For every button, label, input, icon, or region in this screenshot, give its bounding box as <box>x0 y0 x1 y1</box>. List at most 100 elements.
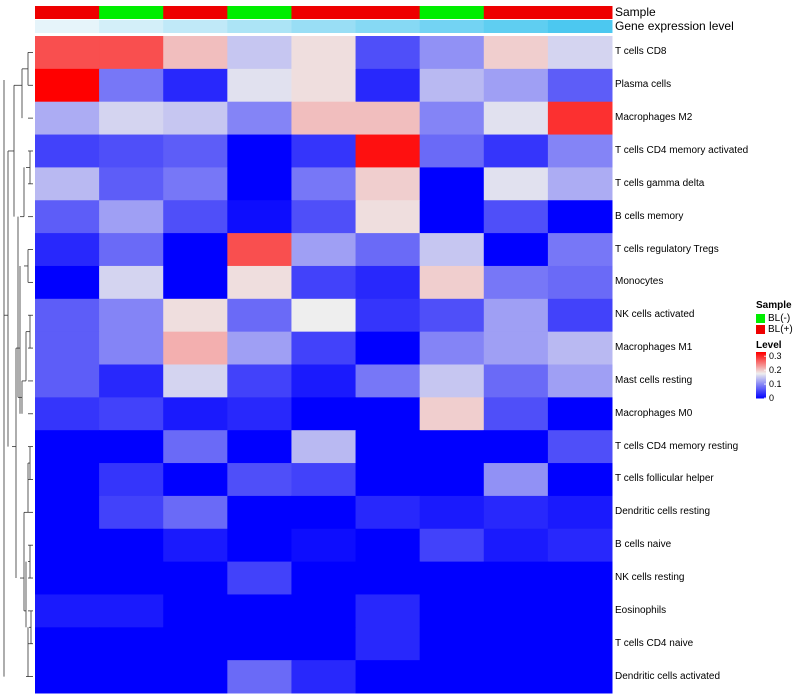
row-label: T cells CD4 memory resting <box>615 440 739 452</box>
heatmap-cell-7-7 <box>483 265 549 300</box>
sample-annotation-cell-2 <box>163 6 228 19</box>
expression-annotation-cell-0 <box>35 20 100 33</box>
colorbar-segment <box>756 381 766 384</box>
heatmap-cell-10-3 <box>227 364 292 398</box>
colorbar-segment <box>756 373 766 376</box>
heatmap-cell-8-6 <box>419 298 485 333</box>
sample-legend-entry-neg: BL(-) <box>756 313 793 324</box>
heatmap-cell-1-6 <box>419 68 485 103</box>
sample-annotation-bar <box>35 6 613 20</box>
heatmap-cell-13-6 <box>419 463 485 497</box>
heatmap-cell-0-6 <box>419 36 485 70</box>
heatmap-cell-17-4 <box>291 594 357 628</box>
heatmap-cell-5-6 <box>419 200 485 234</box>
heatmap-cell-5-7 <box>483 200 549 234</box>
heatmap-cell-4-7 <box>483 167 549 201</box>
heatmap-cell-15-5 <box>355 528 421 563</box>
heatmap-cell-19-3 <box>227 660 292 694</box>
heatmap-cell-17-6 <box>419 594 485 628</box>
heatmap-cell-9-5 <box>355 331 421 365</box>
heatmap-cell-12-5 <box>355 430 421 464</box>
heatmap-cell-9-7 <box>483 331 549 365</box>
heatmap-cell-8-0 <box>35 298 100 333</box>
colorbar-segment <box>756 391 766 393</box>
heatmap-cell-1-1 <box>99 68 164 103</box>
heatmap-cell-9-3 <box>227 331 292 365</box>
heatmap-cell-15-1 <box>99 528 164 563</box>
heatmap-cell-15-7 <box>483 528 549 563</box>
heatmap-cell-5-3 <box>227 200 292 234</box>
heatmap-cell-8-2 <box>163 298 228 333</box>
heatmap-cell-7-3 <box>227 265 292 300</box>
heatmap-cell-11-0 <box>35 397 100 431</box>
heatmap-cell-14-8 <box>547 495 613 530</box>
row-label: T cells CD4 memory activated <box>615 144 749 156</box>
colorbar-segment <box>756 394 766 397</box>
colorbar-segment <box>756 393 766 396</box>
heatmap-cell-7-6 <box>419 265 485 300</box>
heatmap-cell-19-4 <box>291 660 357 694</box>
heatmap-cell-2-2 <box>163 101 228 136</box>
heatmap-cell-8-8 <box>547 298 613 333</box>
colorbar-segment <box>756 358 766 361</box>
heatmap-cell-3-3 <box>227 134 292 168</box>
expression-annotation-cell-7 <box>483 20 549 33</box>
level-legend-title: Level <box>756 340 782 351</box>
heatmap-cell-11-6 <box>419 397 485 431</box>
heatmap-cell-8-3 <box>227 298 292 333</box>
colorbar-segment <box>756 383 766 385</box>
heatmap-cell-7-8 <box>547 265 613 300</box>
heatmap-cell-14-1 <box>99 495 164 530</box>
heatmap-cell-13-8 <box>547 463 613 497</box>
heatmap-cell-2-0 <box>35 101 100 136</box>
heatmap-cell-10-7 <box>483 364 549 398</box>
colorbar-segment <box>756 354 766 356</box>
colorbar-segment <box>756 395 766 398</box>
heatmap-cell-14-7 <box>483 495 549 530</box>
heatmap-cell-9-6 <box>419 331 485 365</box>
heatmap-cell-15-0 <box>35 528 100 563</box>
heatmap-cell-12-0 <box>35 430 100 464</box>
heatmap-cell-19-1 <box>99 660 164 694</box>
sample-annotation-cell-5 <box>355 6 421 19</box>
heatmap-cell-0-2 <box>163 36 228 70</box>
row-label: T cells CD8 <box>615 46 667 58</box>
expression-annotation-title: Gene expression level <box>615 19 734 33</box>
level-legend: Level <box>756 340 782 351</box>
heatmap-cell-18-0 <box>35 627 100 661</box>
colorbar-segment <box>756 368 766 370</box>
heatmap-cell-10-1 <box>99 364 164 398</box>
heatmap-cell-3-5 <box>355 134 421 168</box>
sample-annotation-cell-7 <box>483 6 549 19</box>
heatmap-cell-12-8 <box>547 430 613 464</box>
colorbar-segment <box>756 377 766 379</box>
heatmap-cell-0-7 <box>483 36 549 70</box>
heatmap-cell-1-0 <box>35 68 100 103</box>
colorbar-segment <box>756 376 766 378</box>
colorbar-segment <box>756 365 766 368</box>
heatmap-cell-19-8 <box>547 660 613 694</box>
heatmap-cell-15-4 <box>291 528 357 563</box>
sample-annotation-cell-3 <box>227 6 292 19</box>
heatmap-cell-14-4 <box>291 495 357 530</box>
heatmap-cell-18-5 <box>355 627 421 661</box>
heatmap-cell-15-6 <box>419 528 485 563</box>
heatmap-cell-16-5 <box>355 561 421 595</box>
row-label: Dendritic cells resting <box>615 506 711 518</box>
heatmap-cell-17-3 <box>227 594 292 628</box>
heatmap-cell-16-6 <box>419 561 485 595</box>
heatmap-cell-8-7 <box>483 298 549 333</box>
heatmap-cell-2-7 <box>483 101 549 136</box>
heatmap-cell-18-4 <box>291 627 357 661</box>
heatmap-cell-4-0 <box>35 167 100 201</box>
colorbar-segment <box>756 371 766 374</box>
row-label: Macrophages M2 <box>615 112 693 124</box>
expression-annotation-cell-6 <box>419 20 485 33</box>
colorbar-segment <box>756 375 766 377</box>
colorbar-tick-label: 0.2 <box>769 365 782 376</box>
row-label: T cells gamma delta <box>615 177 705 189</box>
heatmap-cell-18-7 <box>483 627 549 661</box>
heatmap-cell-2-4 <box>291 101 357 136</box>
row-label: Dendritic cells activated <box>615 670 721 682</box>
heatmap-cell-0-8 <box>547 36 613 70</box>
